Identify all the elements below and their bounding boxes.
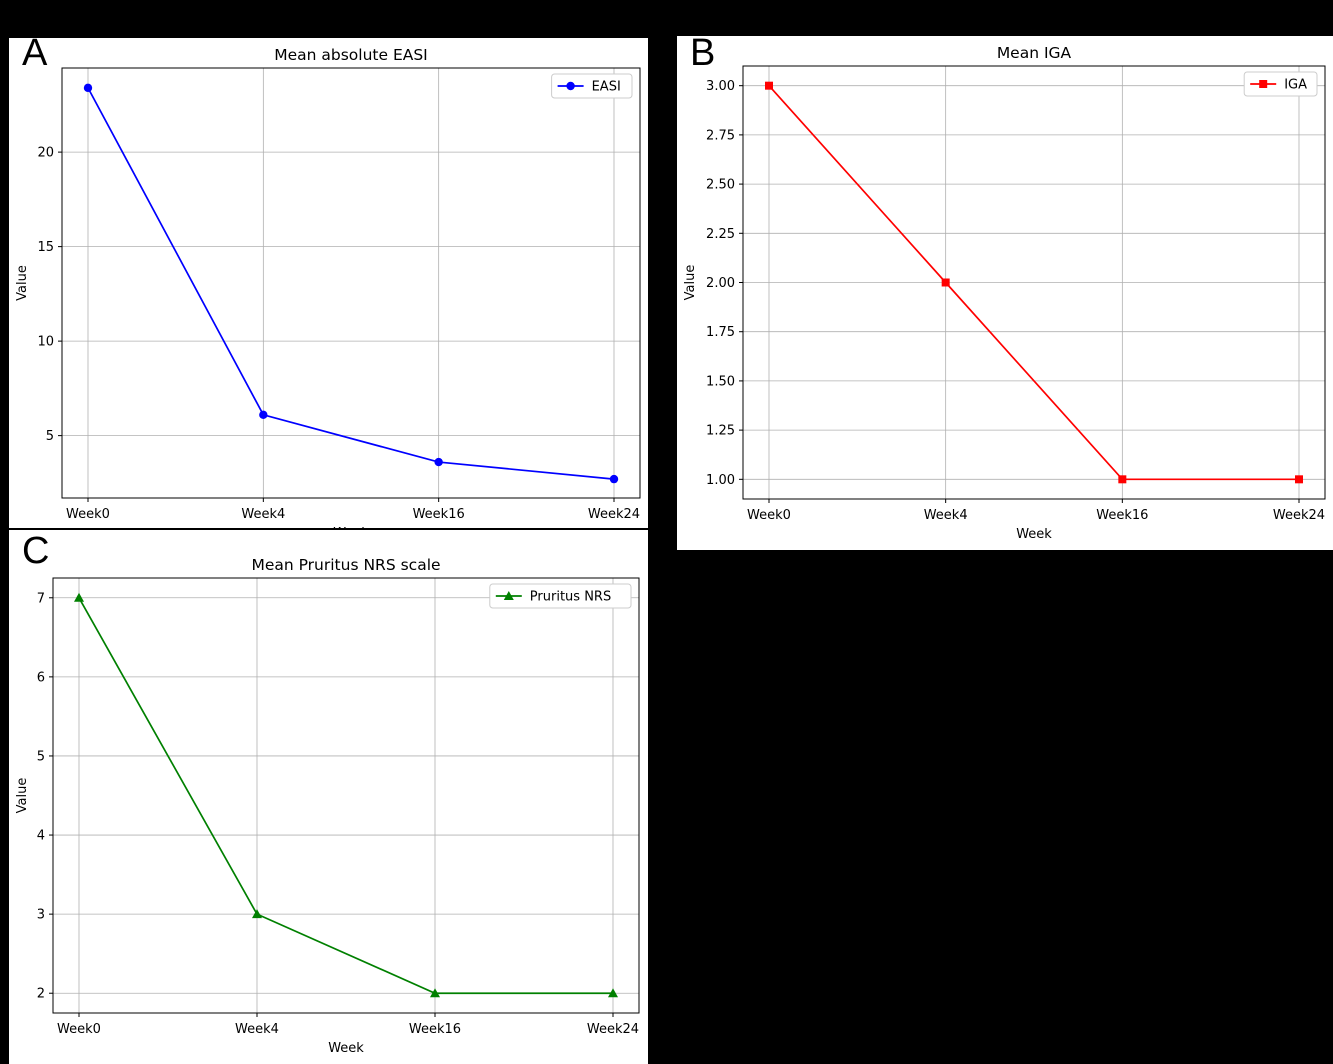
chart-b-xtick-label: Week4 (924, 508, 968, 523)
chart-c-ytick-label: 4 (37, 829, 45, 844)
chart-b-svg: Week0 Week4 Week16 Week24 1.00 1.25 1.50 1.75 2.… (683, 44, 1326, 542)
chart-a-svg: Week0 Week4 Week16 Week24 5 10 15 20 Mean absolu… (15, 46, 641, 528)
chart-panel-a: Week0 Week4 Week16 Week24 5 10 15 20 Mean absolu… (9, 38, 648, 528)
chart-c-legend-box (489, 583, 632, 609)
chart-c-data-point (74, 592, 84, 602)
chart-c-data-point (252, 909, 262, 919)
chart-a-xtick-label: Week4 (241, 507, 285, 522)
chart-b-ytick-label: 2.25 (706, 227, 735, 242)
chart-b-data-point (1118, 475, 1127, 484)
chart-a-ytick-label: 10 (37, 335, 54, 350)
chart-a-xlabel: Week (333, 526, 369, 528)
chart-c-axes-frame (52, 577, 640, 1014)
chart-b-ytick-label: 1.25 (706, 424, 735, 439)
chart-a-legend-marker (566, 81, 575, 91)
chart-c-xtick-label: Week24 (587, 1022, 639, 1037)
chart-c-ytick-label: 3 (37, 908, 45, 923)
chart-b-ytick-label: 2.75 (706, 128, 735, 143)
chart-b-ytick-label: 1.50 (706, 374, 735, 389)
chart-b-xtick-label: Week24 (1273, 508, 1325, 523)
chart-panel-b: Week0 Week4 Week16 Week24 1.00 1.25 1.50 1.75 2.… (677, 36, 1333, 550)
chart-c-legend-label: Pruritus NRS (530, 590, 611, 605)
chart-a-legend-box (551, 73, 633, 99)
chart-c-ylabel: Value (15, 778, 30, 814)
chart-c-data-point (430, 988, 440, 998)
chart-a-legend-label: EASI (592, 80, 621, 95)
chart-c-legend: Pruritus NRS (489, 583, 632, 609)
chart-a-ytick-label: 15 (37, 240, 54, 255)
chart-b-data-point (1295, 475, 1303, 484)
chart-c-xtick-label: Week4 (235, 1022, 279, 1037)
panel-letter-a: A (22, 32, 48, 74)
chart-c-xtick-label: Week16 (409, 1022, 461, 1037)
chart-c-title: Mean Pruritus NRS scale (251, 556, 440, 574)
chart-b-ytick-label: 2.50 (706, 178, 735, 193)
chart-b-ytick-label: 1.75 (706, 325, 735, 340)
chart-b-ytick-label: 3.00 (706, 79, 735, 94)
chart-a-ytick-label: 5 (46, 429, 54, 444)
chart-a-data-point (434, 457, 443, 467)
chart-b-title: Mean IGA (997, 44, 1072, 62)
chart-a-legend: EASI (551, 73, 633, 99)
chart-panel-c: Week0 Week4 Week16 Week24 2 3 4 5 6 7 Mean Pruritu… (9, 530, 648, 1064)
chart-b-legend-label: IGA (1284, 78, 1307, 93)
chart-a-data-point (259, 410, 268, 420)
chart-b-xtick-label: Week0 (747, 508, 791, 523)
chart-b-legend-marker (1259, 80, 1268, 88)
chart-b-ylabel: Value (683, 265, 698, 301)
chart-b-xtick-label: Week16 (1096, 508, 1148, 523)
chart-c-ytick-label: 2 (37, 987, 45, 1002)
chart-b-data-point (941, 278, 950, 287)
chart-a-series-line (87, 87, 615, 480)
chart-c-xtick-label: Week0 (57, 1022, 101, 1037)
chart-b-series-line (768, 85, 1299, 481)
chart-c-legend-marker (503, 591, 514, 600)
chart-a-axes-frame (61, 67, 641, 499)
chart-c-svg: Week0 Week4 Week16 Week24 2 3 4 5 6 7 Mean Pruritu… (15, 556, 640, 1056)
chart-a-data-point (609, 474, 619, 484)
chart-b-ytick-label: 2.00 (706, 276, 735, 291)
chart-a-ytick-label: 20 (37, 146, 54, 161)
chart-c-ytick-label: 5 (37, 749, 45, 764)
chart-b-legend-box (1243, 71, 1318, 97)
chart-a-xtick-label: Week16 (413, 507, 465, 522)
panel-letter-c: C (22, 530, 50, 572)
chart-a-xtick-label: Week0 (66, 507, 110, 522)
chart-b-data-point (765, 81, 773, 90)
chart-b-ytick-label: 1.00 (706, 473, 735, 488)
chart-a-data-point (83, 83, 93, 93)
chart-a-xtick-label: Week24 (588, 507, 640, 522)
panel-letter-b: B (690, 32, 716, 74)
chart-a-ylabel: Value (15, 265, 30, 301)
chart-c-ytick-label: 6 (37, 670, 45, 685)
chart-c-data-point (608, 988, 618, 998)
chart-c-series-line (78, 597, 613, 995)
chart-b-legend: IGA (1243, 71, 1318, 97)
chart-b-xlabel: Week (1016, 527, 1052, 542)
chart-c-ytick-label: 7 (37, 591, 45, 606)
chart-c-xlabel: Week (328, 1041, 364, 1056)
chart-a-title: Mean absolute EASI (274, 46, 428, 64)
